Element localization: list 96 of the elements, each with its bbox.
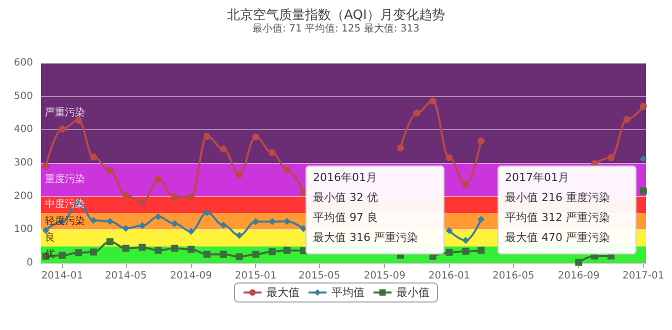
point: [268, 248, 276, 256]
point: [429, 98, 436, 104]
point: [236, 232, 243, 239]
point: [106, 218, 114, 225]
point: [462, 180, 470, 188]
x-tick-label: 2014-09: [170, 270, 212, 282]
legend-label: 最大值: [266, 286, 300, 299]
point: [138, 244, 146, 251]
point: [58, 126, 66, 132]
x-tick-label: 2015-01: [234, 270, 277, 282]
point: [478, 138, 485, 144]
point: [203, 250, 210, 258]
band-label: 良: [45, 232, 55, 244]
point: [268, 218, 276, 226]
point: [284, 246, 291, 254]
x-tick-label: 2017-01: [622, 270, 664, 282]
point: [171, 220, 178, 228]
y-tick-label: 100: [14, 224, 33, 236]
x-tick-label: 2016-05: [492, 270, 534, 282]
point: [236, 171, 243, 178]
x-tick-label: 2015-05: [298, 270, 340, 282]
y-tick-label: 400: [14, 124, 33, 136]
point: [122, 224, 130, 232]
legend-label: 平均值: [332, 286, 364, 299]
point: [252, 218, 260, 226]
point: [203, 132, 210, 140]
point: [220, 146, 227, 152]
point: [397, 144, 404, 152]
point: [300, 225, 307, 232]
point: [138, 222, 146, 230]
point: [75, 116, 82, 124]
x-tick-label: 2014-05: [104, 270, 147, 282]
x-tick-label: 2016-09: [558, 270, 600, 282]
annotation: 2017年01月: [505, 171, 569, 184]
point: [462, 236, 470, 244]
point: [203, 209, 210, 216]
point: [90, 216, 97, 224]
point: [446, 248, 453, 256]
point: [575, 258, 582, 266]
chart-title: 北京空气质量指数（AQI）月变化趋势: [227, 8, 445, 23]
point: [220, 222, 227, 228]
point: [252, 134, 260, 140]
legend-label: 最小值: [396, 286, 430, 299]
annotation: 平均值 312 严重污染: [505, 211, 610, 224]
point: [122, 192, 130, 199]
annotation: 平均值 97 良: [313, 211, 378, 224]
band-label: 严重污染: [45, 106, 85, 118]
point: [623, 116, 630, 123]
x-tick-label: 2014-01: [41, 270, 84, 282]
point: [42, 162, 50, 170]
y-tick-label: 200: [14, 190, 33, 202]
annotation: 最小值 216 重度污染: [505, 191, 610, 204]
point: [640, 102, 647, 110]
point: [188, 246, 195, 253]
annotation: 最大值 470 严重污染: [505, 231, 610, 244]
y-tick-label: 500: [14, 90, 33, 102]
point: [188, 228, 195, 235]
point: [90, 248, 97, 256]
point: [284, 166, 291, 174]
y-tick-label: 300: [14, 158, 33, 168]
point: [640, 188, 647, 194]
point: [138, 200, 146, 206]
point: [220, 250, 227, 258]
point: [154, 246, 162, 254]
point: [106, 166, 114, 174]
point: [252, 250, 260, 258]
point: [446, 154, 453, 162]
point: [58, 252, 66, 259]
point: [413, 110, 420, 116]
point: [154, 213, 162, 220]
band-label: 重度污染: [45, 173, 85, 186]
annotation: 最小值 32 优: [313, 191, 378, 204]
point: [462, 248, 470, 255]
x-tick-label: 2015-09: [364, 270, 406, 282]
y-tick-label: 0: [26, 258, 33, 268]
point: [608, 154, 615, 162]
point: [284, 218, 291, 225]
point: [75, 249, 82, 256]
point: [640, 156, 647, 162]
x-tick-label: 2016-01: [428, 270, 470, 282]
point: [268, 149, 276, 156]
y-tick-label: 600: [14, 58, 33, 68]
point: [154, 176, 162, 183]
point: [106, 238, 114, 246]
point: [188, 194, 195, 200]
point: [446, 227, 453, 234]
point: [90, 154, 97, 160]
point: [171, 194, 178, 200]
chart-subtitle: 最小值: 71 平均值: 125 最大值: 313: [252, 22, 420, 34]
point: [478, 246, 485, 254]
point: [171, 244, 178, 252]
annotation: 2016年01月: [313, 171, 377, 184]
annotation: 最大值 316 严重污染: [313, 231, 418, 244]
point: [122, 244, 130, 252]
point: [478, 216, 485, 223]
point: [236, 253, 243, 260]
